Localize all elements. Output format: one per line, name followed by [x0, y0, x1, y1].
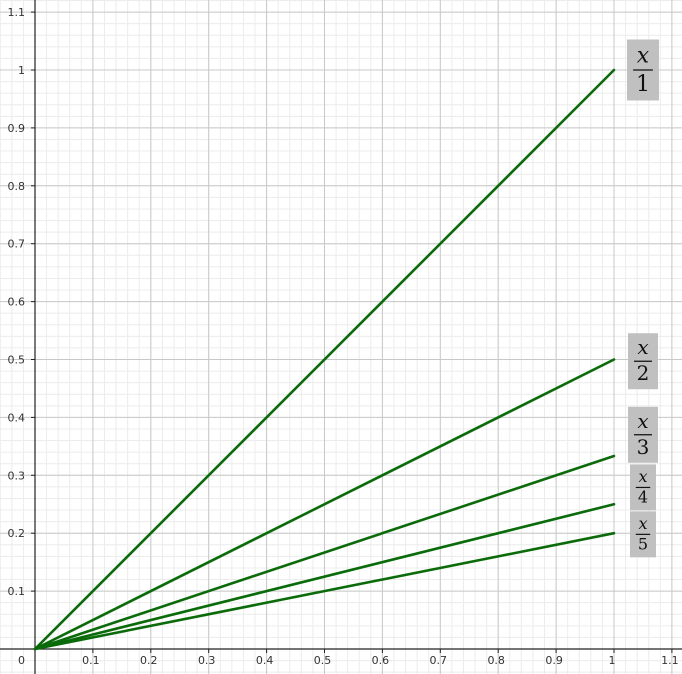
y-tick-label: 0.4 [8, 411, 26, 424]
series-label-5: x5 [630, 511, 656, 558]
x-tick-label: 1 [609, 654, 616, 667]
series-line-5 [33, 531, 616, 651]
label-numerator: x [637, 335, 648, 359]
tick-labels: 0.1 0.2 0.3 0.4 0.5 0.6 0.7 0.8 0.9 1 1.1 0.1 0.2 0.3… [8, 6, 679, 667]
series-line-4 [33, 502, 616, 651]
x-tick-label: 0.8 [487, 654, 505, 667]
x-tick-label: 0.4 [256, 654, 274, 667]
series-label-4: x4 [630, 464, 656, 511]
y-tick-label: 0.8 [8, 180, 26, 193]
series-line-3 [33, 454, 616, 651]
x-tick-label: 0.1 [82, 654, 100, 667]
label-numerator: x [637, 409, 648, 433]
x-tick-label: 0.5 [314, 654, 332, 667]
label-numerator: x [637, 43, 650, 68]
label-denominator: 4 [638, 488, 648, 507]
series-lines [33, 68, 616, 651]
label-numerator: x [638, 514, 647, 533]
label-denominator: 3 [637, 435, 650, 459]
x-tick-label: 0.2 [140, 654, 158, 667]
x-tick-label: 0.9 [545, 654, 563, 667]
series-label-1: x1 [627, 39, 659, 101]
y-tick-label: 0.2 [8, 527, 26, 540]
label-denominator: 1 [636, 72, 650, 97]
x-tick-label: 1.1 [661, 654, 679, 667]
series-label-3: x3 [628, 406, 658, 463]
x-tick-label: 0.7 [430, 654, 448, 667]
y-tick-label: 0.3 [8, 469, 26, 482]
y-tick-label: 0.5 [8, 354, 26, 367]
label-denominator: 5 [638, 535, 648, 554]
y-tick-label: 1 [18, 64, 25, 77]
x-tick-label: 0.3 [198, 654, 216, 667]
label-denominator: 2 [637, 361, 650, 385]
x-tick-label: 0.6 [372, 654, 390, 667]
y-tick-label: 0.1 [8, 585, 26, 598]
y-tick-label: 0.6 [8, 296, 26, 309]
series-line-2 [33, 358, 616, 651]
label-numerator: x [638, 467, 647, 486]
origin-label: 0 [18, 654, 25, 667]
series-label-2: x2 [628, 333, 658, 390]
series-line-1 [33, 68, 616, 651]
y-tick-label: 0.7 [8, 238, 26, 251]
y-tick-label: 0.9 [8, 122, 26, 135]
y-tick-label: 1.1 [8, 6, 26, 19]
